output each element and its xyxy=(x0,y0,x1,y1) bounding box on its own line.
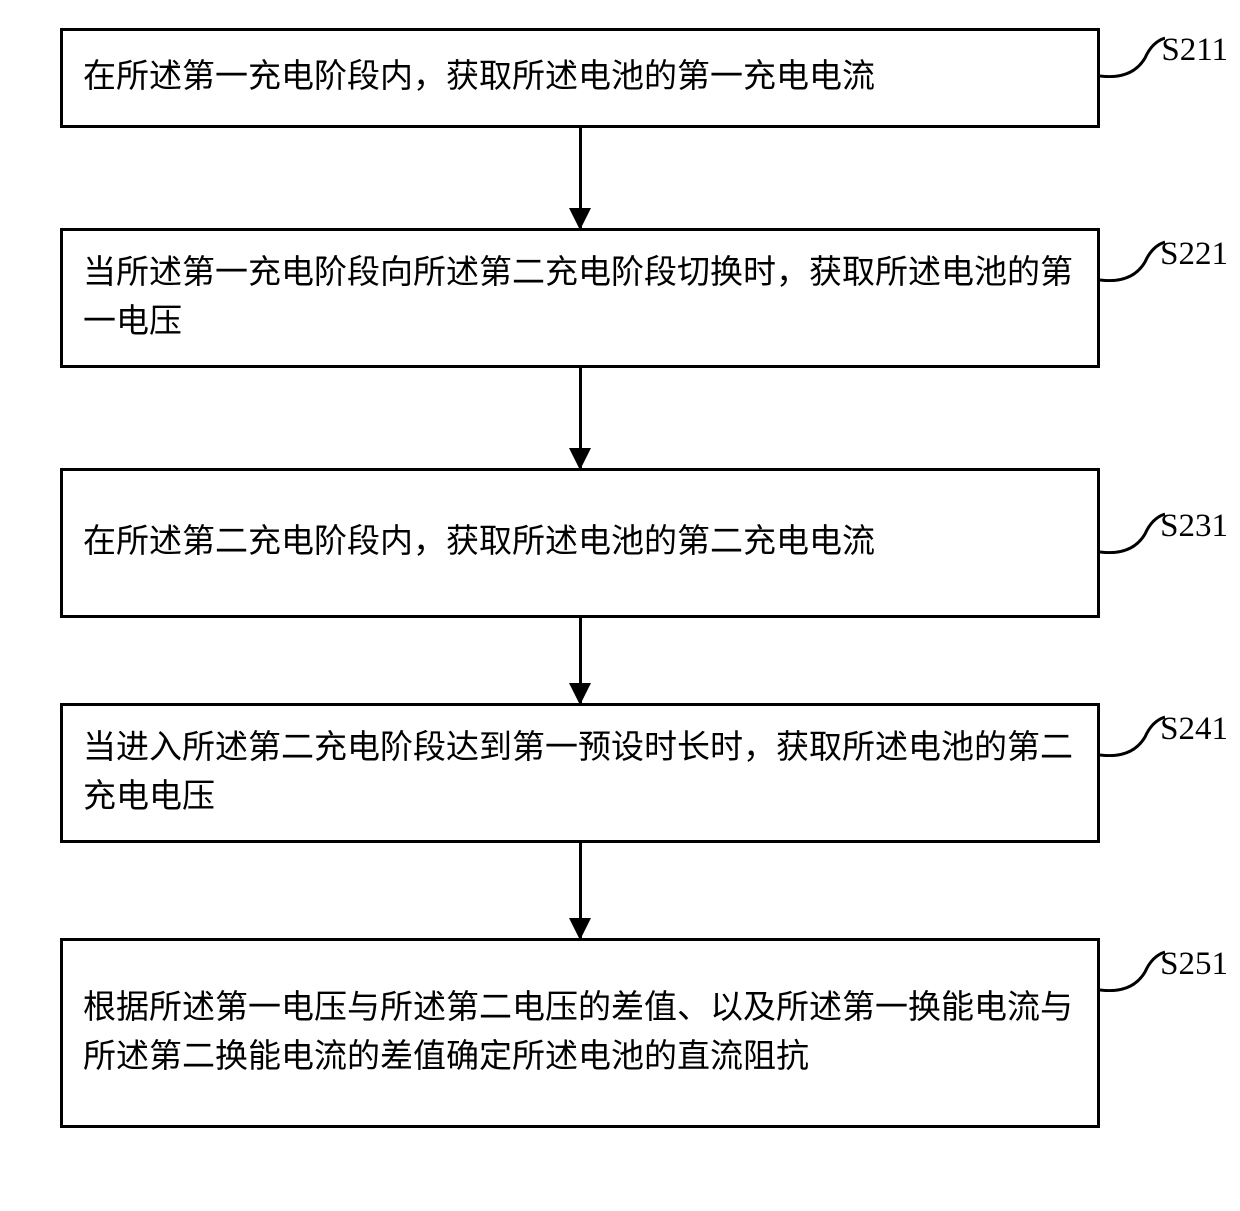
arrow xyxy=(579,843,582,938)
arrow-wrap xyxy=(60,128,1100,228)
flow-step: 在所述第二充电阶段内，获取所述电池的第二充电电流 S231 xyxy=(60,468,1100,618)
label-connector xyxy=(1100,512,1165,554)
step-label: S231 xyxy=(1160,510,1228,543)
label-connector xyxy=(1100,240,1165,282)
step-box: 在所述第二充电阶段内，获取所述电池的第二充电电流 xyxy=(60,468,1100,618)
flow-step: 当进入所述第二充电阶段达到第一预设时长时，获取所述电池的第二充电电压 S241 xyxy=(60,703,1100,843)
step-text: 在所述第一充电阶段内，获取所述电池的第一充电电流 xyxy=(83,53,875,103)
arrow-wrap xyxy=(60,368,1100,468)
step-label: S211 xyxy=(1161,34,1228,67)
flowchart-container: 在所述第一充电阶段内，获取所述电池的第一充电电流 S211 当所述第一充电阶段向… xyxy=(60,28,1180,1128)
step-label: S221 xyxy=(1160,238,1228,271)
arrow-wrap xyxy=(60,618,1100,703)
label-connector xyxy=(1100,715,1165,757)
step-label: S241 xyxy=(1160,713,1228,746)
arrow-wrap xyxy=(60,843,1100,938)
arrow xyxy=(579,368,582,468)
label-connector xyxy=(1100,950,1165,992)
step-box: 在所述第一充电阶段内，获取所述电池的第一充电电流 xyxy=(60,28,1100,128)
arrow xyxy=(579,128,582,228)
flow-step: 根据所述第一电压与所述第二电压的差值、以及所述第一换能电流与所述第二换能电流的差… xyxy=(60,938,1100,1128)
step-box: 当进入所述第二充电阶段达到第一预设时长时，获取所述电池的第二充电电压 xyxy=(60,703,1100,843)
step-box: 根据所述第一电压与所述第二电压的差值、以及所述第一换能电流与所述第二换能电流的差… xyxy=(60,938,1100,1128)
step-text: 当进入所述第二充电阶段达到第一预设时长时，获取所述电池的第二充电电压 xyxy=(83,724,1077,823)
flow-step: 当所述第一充电阶段向所述第二充电阶段切换时，获取所述电池的第一电压 S221 xyxy=(60,228,1100,368)
step-label: S251 xyxy=(1160,948,1228,981)
step-text: 在所述第二充电阶段内，获取所述电池的第二充电电流 xyxy=(83,518,875,568)
step-text: 根据所述第一电压与所述第二电压的差值、以及所述第一换能电流与所述第二换能电流的差… xyxy=(83,984,1077,1083)
arrow xyxy=(579,618,582,703)
step-box: 当所述第一充电阶段向所述第二充电阶段切换时，获取所述电池的第一电压 xyxy=(60,228,1100,368)
flow-step: 在所述第一充电阶段内，获取所述电池的第一充电电流 S211 xyxy=(60,28,1100,128)
step-text: 当所述第一充电阶段向所述第二充电阶段切换时，获取所述电池的第一电压 xyxy=(83,249,1077,348)
label-connector xyxy=(1100,36,1165,78)
